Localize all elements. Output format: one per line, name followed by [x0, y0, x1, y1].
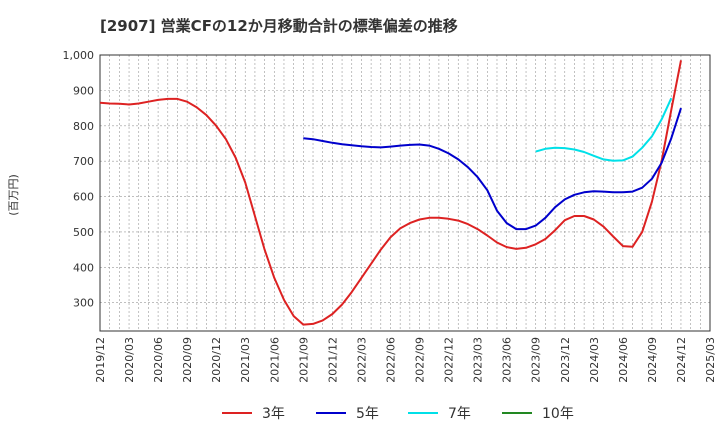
x-tick-label: 2023/09 — [530, 337, 543, 383]
x-tick-label: 2021/09 — [297, 337, 310, 383]
x-tick-label: 2023/12 — [559, 337, 572, 383]
series-lines — [99, 60, 682, 326]
series-line — [535, 97, 673, 162]
series-line — [303, 107, 682, 231]
x-tick-label: 2022/09 — [414, 337, 427, 383]
x-tick-label: 2023/06 — [501, 337, 514, 383]
legend-label: 3年 — [262, 406, 285, 422]
y-tick-label: 700 — [73, 155, 94, 168]
x-tick-label: 2022/03 — [355, 337, 368, 383]
legend: 3年 5年 7年 10年 — [222, 406, 574, 422]
x-tick-label: 2024/12 — [675, 337, 688, 383]
y-tick-label: 300 — [73, 297, 94, 310]
x-tick-label: 2020/12 — [210, 337, 223, 383]
x-tick-label: 2022/12 — [443, 337, 456, 383]
legend-label: 7年 — [448, 406, 471, 422]
chart-title: [2907] 営業CFの12か月移動合計の標準偏差の推移 — [100, 17, 458, 35]
x-tick-label: 2025/03 — [704, 337, 717, 383]
y-axis-label: (百万円) — [7, 174, 20, 216]
y-tick-label: 600 — [73, 191, 94, 204]
x-tick-label: 2024/09 — [646, 337, 659, 383]
x-tick-label: 2022/06 — [384, 337, 397, 383]
x-tick-label: 2021/12 — [326, 337, 339, 383]
x-tick-label: 2023/03 — [472, 337, 485, 383]
x-tick-label: 2019/12 — [94, 337, 107, 383]
plot-area — [99, 54, 711, 332]
y-axis-ticks: 300 400 500 600 700 800 900 1,000 — [63, 49, 95, 310]
legend-label: 10年 — [542, 406, 574, 422]
y-tick-label: 800 — [73, 120, 94, 133]
y-tick-label: 400 — [73, 261, 94, 274]
x-axis-ticks: 2019/12 2020/03 2020/06 2020/09 2020/12 2021/… — [94, 337, 717, 383]
y-tick-label: 1,000 — [63, 49, 95, 62]
x-tick-label: 2020/09 — [181, 337, 194, 383]
y-tick-label: 900 — [73, 84, 94, 97]
x-tick-label: 2021/03 — [239, 337, 252, 383]
x-tick-label: 2021/06 — [268, 337, 281, 383]
y-tick-label: 500 — [73, 226, 94, 239]
x-tick-label: 2024/03 — [588, 337, 601, 383]
series-line — [99, 60, 682, 326]
x-tick-label: 2024/06 — [617, 337, 630, 383]
x-tick-label: 2020/03 — [123, 337, 136, 383]
x-tick-label: 2020/06 — [152, 337, 165, 383]
legend-label: 5年 — [356, 406, 379, 422]
